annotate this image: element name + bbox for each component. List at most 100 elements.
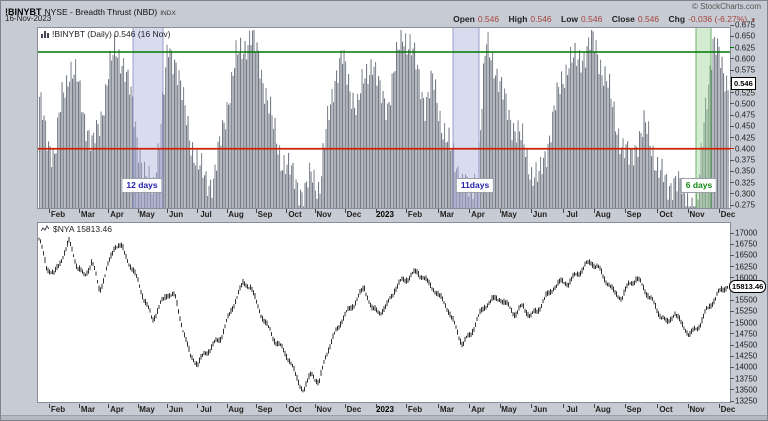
chg-label: Chg [668, 14, 686, 24]
month-tick [719, 209, 720, 213]
axis-label: 16500 [735, 250, 758, 260]
axis-label: 0.375 [735, 155, 756, 165]
axis-tick [730, 232, 734, 234]
month-tick [49, 209, 50, 213]
annotation-label: 11days [460, 180, 490, 190]
month-tick [49, 404, 50, 408]
month-label: Dec [346, 405, 362, 414]
copyright-text: © StockCharts.com [691, 2, 761, 11]
high-label: High [508, 14, 528, 24]
month-tick [256, 404, 257, 408]
month-label: Dec [346, 210, 362, 219]
top-legend-text: !BINYBT (Daily) 0.546 (16 Nov) [52, 29, 171, 39]
month-tick [438, 209, 439, 213]
nya-plot [38, 236, 728, 393]
axis-tick [730, 366, 734, 368]
month-label: Sep [626, 210, 642, 219]
bottom-legend-text: $NYA 15813.46 [53, 224, 112, 234]
month-tick [688, 209, 689, 213]
line-chart-type-icon [40, 225, 50, 235]
month-label: Apr [110, 210, 124, 219]
month-label: Apr [471, 405, 485, 414]
month-tick [345, 209, 346, 213]
axis-tick [730, 400, 734, 402]
month-label: Jun [532, 210, 548, 219]
axis-label: 0.425 [735, 133, 756, 142]
month-label: Oct [288, 405, 302, 414]
month-tick [563, 209, 564, 213]
month-tick [197, 209, 198, 213]
dropdown-arrow-icon[interactable]: ▾ [751, 17, 755, 24]
month-label: Aug [228, 210, 244, 219]
axis-label: 0.450 [735, 121, 756, 131]
annotation-6-days: 6 days [680, 178, 718, 193]
last-value-box-nya: 15813.46 [729, 280, 767, 293]
month-tick [138, 209, 139, 213]
month-tick [469, 404, 470, 408]
month-tick [108, 209, 109, 213]
month-tick [286, 404, 287, 408]
axis-label: 13750 [735, 374, 758, 384]
axis-tick [730, 58, 734, 60]
month-label: Nov [316, 210, 332, 219]
axis-tick [730, 355, 734, 357]
month-tick [594, 404, 595, 408]
month-tick [79, 209, 80, 213]
month-tick [315, 209, 316, 213]
axis-tick [730, 344, 734, 346]
axis-tick [730, 182, 734, 183]
month-tick [406, 209, 407, 213]
close-value: 0.546 [637, 14, 660, 24]
annotation-12-days: 12 days [121, 178, 163, 193]
annotation-label: 6 days [685, 180, 713, 190]
axis-label: 15000 [735, 318, 758, 328]
axis-tick [730, 333, 734, 335]
month-label: Dec [720, 210, 736, 219]
axis-label: 0.300 [735, 189, 756, 199]
month-label: 2023 [376, 210, 394, 219]
month-tick [227, 209, 228, 213]
month-tick [625, 404, 626, 408]
month-label: May [139, 210, 155, 219]
month-label: Feb [50, 210, 66, 219]
month-tick [469, 209, 470, 213]
axis-label: 0.650 [735, 31, 756, 41]
month-tick [531, 404, 532, 408]
open-label: Open [453, 14, 475, 24]
axis-tick [730, 114, 734, 116]
month-tick [657, 209, 658, 213]
axis-label: 17000 [735, 228, 758, 238]
month-tick [376, 404, 377, 408]
axis-label: 0.525 [735, 88, 756, 97]
close-label: Close [611, 14, 635, 24]
axis-tick [730, 389, 734, 391]
month-tick [719, 404, 720, 408]
axis-label: 14000 [735, 362, 758, 372]
chg-value: -0.036 (-6.27%) [688, 14, 748, 24]
axis-tick [730, 24, 734, 26]
month-tick [138, 404, 139, 408]
month-label: Aug [595, 210, 611, 219]
month-tick [500, 404, 501, 408]
month-tick [227, 404, 228, 408]
symbol-description: NYSE - Breadth Thrust (NBD) [44, 7, 158, 17]
month-label: Dec [720, 405, 736, 414]
axis-tick [730, 137, 734, 138]
axis-label: 0.575 [735, 65, 756, 75]
month-label: Mar [80, 405, 96, 414]
low-label: Low [561, 14, 579, 24]
axis-tick [730, 148, 734, 150]
annotation-11-days: 11days [455, 178, 495, 193]
instrument-type: INDX [160, 10, 176, 17]
axis-tick [730, 193, 734, 195]
month-tick [406, 404, 407, 408]
top-panel-legend: !BINYBT (Daily) 0.546 (16 Nov) [41, 29, 170, 40]
axis-tick [730, 92, 734, 93]
axis-tick [730, 378, 734, 380]
axis-tick [730, 254, 734, 256]
month-label: Jun [168, 210, 184, 219]
month-tick [500, 209, 501, 213]
month-label: Sep [257, 405, 273, 414]
axis-tick [730, 299, 734, 301]
